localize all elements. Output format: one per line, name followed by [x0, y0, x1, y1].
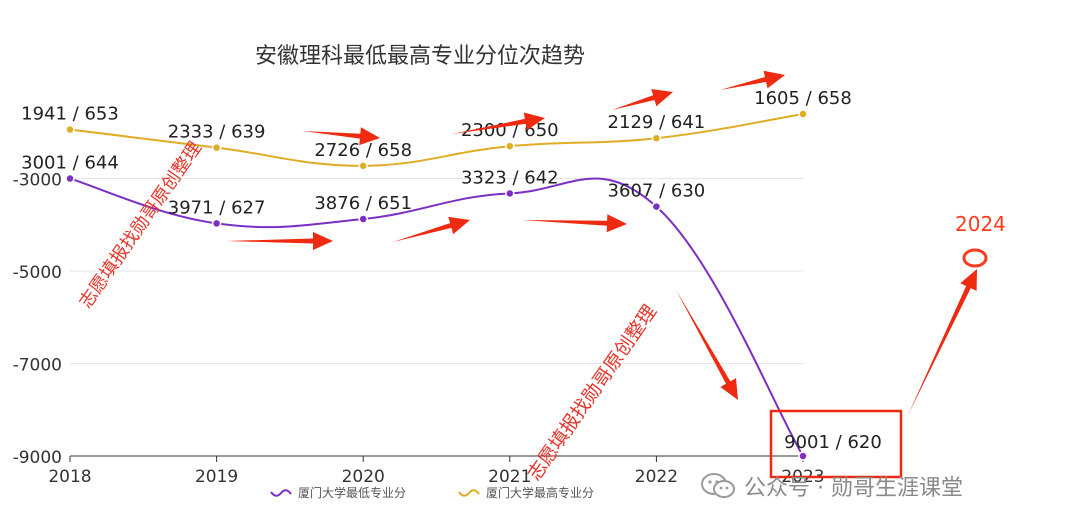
trend-arrow-icon: [720, 70, 785, 90]
data-point[interactable]: [65, 173, 75, 184]
data-point[interactable]: [211, 218, 222, 229]
data-label: 9001 / 620: [784, 432, 882, 453]
y-tick-label: -7000: [13, 356, 62, 376]
data-label: 3607 / 630: [608, 181, 706, 202]
trend-arrow-icon: [676, 290, 738, 400]
x-tick-label: 2018: [48, 467, 91, 487]
data-label: 2129 / 641: [608, 112, 706, 133]
y-axis-ticks: -3000 -5000 -7000 -9000: [13, 171, 62, 469]
y-tick-label: -3000: [13, 171, 62, 191]
trend-arrow-icon: [226, 232, 333, 250]
data-point[interactable]: [358, 161, 368, 171]
trend-arrow-icon: [393, 216, 470, 242]
data-point[interactable]: [798, 451, 808, 461]
x-tick-label: 2021: [488, 467, 531, 487]
trend-arrow-icon: [908, 269, 977, 415]
legend-label-max: 厦门大学最高专业分: [486, 486, 595, 500]
wechat-account-name: 公众号 · 勋哥生涯课堂: [744, 476, 963, 501]
data-label: 3876 / 651: [314, 193, 412, 214]
legend-item-max[interactable]: 厦门大学最高专业分: [458, 484, 594, 501]
legend-label-min: 厦门大学最低专业分: [298, 486, 407, 500]
data-point[interactable]: [651, 201, 662, 212]
data-label: 1941 / 653: [21, 104, 119, 125]
legend-swatch-min-icon: [270, 488, 292, 497]
trend-arrow-icon: [612, 89, 673, 110]
trend-arrow-icon: [452, 112, 545, 134]
data-point[interactable]: [358, 214, 368, 224]
x-tick-label: 2019: [195, 467, 238, 487]
y-tick-label: -5000: [13, 263, 62, 283]
series-line-max: [69, 112, 804, 167]
y-tick-label: -9000: [13, 448, 62, 468]
data-point[interactable]: [65, 124, 75, 135]
chart-title: 安徽理科最低最高专业分位次趋势: [255, 44, 586, 69]
year-2024-label: 2024: [955, 212, 1006, 236]
data-point[interactable]: [505, 188, 515, 199]
data-label: 3001 / 644: [21, 153, 119, 174]
year-2024-marker-icon: [962, 248, 988, 268]
wechat-logo-icon: [701, 473, 735, 498]
legend-item-min[interactable]: 厦门大学最低专业分: [270, 484, 406, 501]
x-tick-label: 2022: [635, 467, 678, 487]
wechat-account: 公众号 · 勋哥生涯课堂: [700, 470, 963, 502]
data-point[interactable]: [211, 142, 222, 153]
series-group: 3001 / 644 3971 / 627 3876 / 651 3323 / 642…: [21, 88, 882, 461]
x-axis-ticks: 2018 2019 2020 2021 2022 2023: [48, 456, 825, 487]
data-label: 2333 / 639: [168, 122, 266, 143]
trend-arrow-icon: [522, 214, 627, 233]
trend-arrow-icon: [303, 127, 380, 146]
legend-swatch-max-icon: [458, 488, 480, 497]
data-label: 1605 / 658: [754, 88, 852, 109]
series-line-min: [69, 177, 804, 457]
grid-lines: [70, 178, 803, 457]
data-label: 2726 / 658: [314, 140, 412, 161]
data-point[interactable]: [798, 109, 808, 119]
data-label: 3323 / 642: [461, 167, 559, 188]
x-tick-label: 2020: [342, 467, 385, 487]
trend-arrows: [226, 70, 977, 415]
data-point[interactable]: [505, 141, 515, 151]
highlight-box: [769, 409, 903, 479]
data-point[interactable]: [651, 133, 662, 143]
data-label: 2300 / 650: [461, 120, 559, 141]
data-label: 3971 / 627: [168, 197, 266, 218]
